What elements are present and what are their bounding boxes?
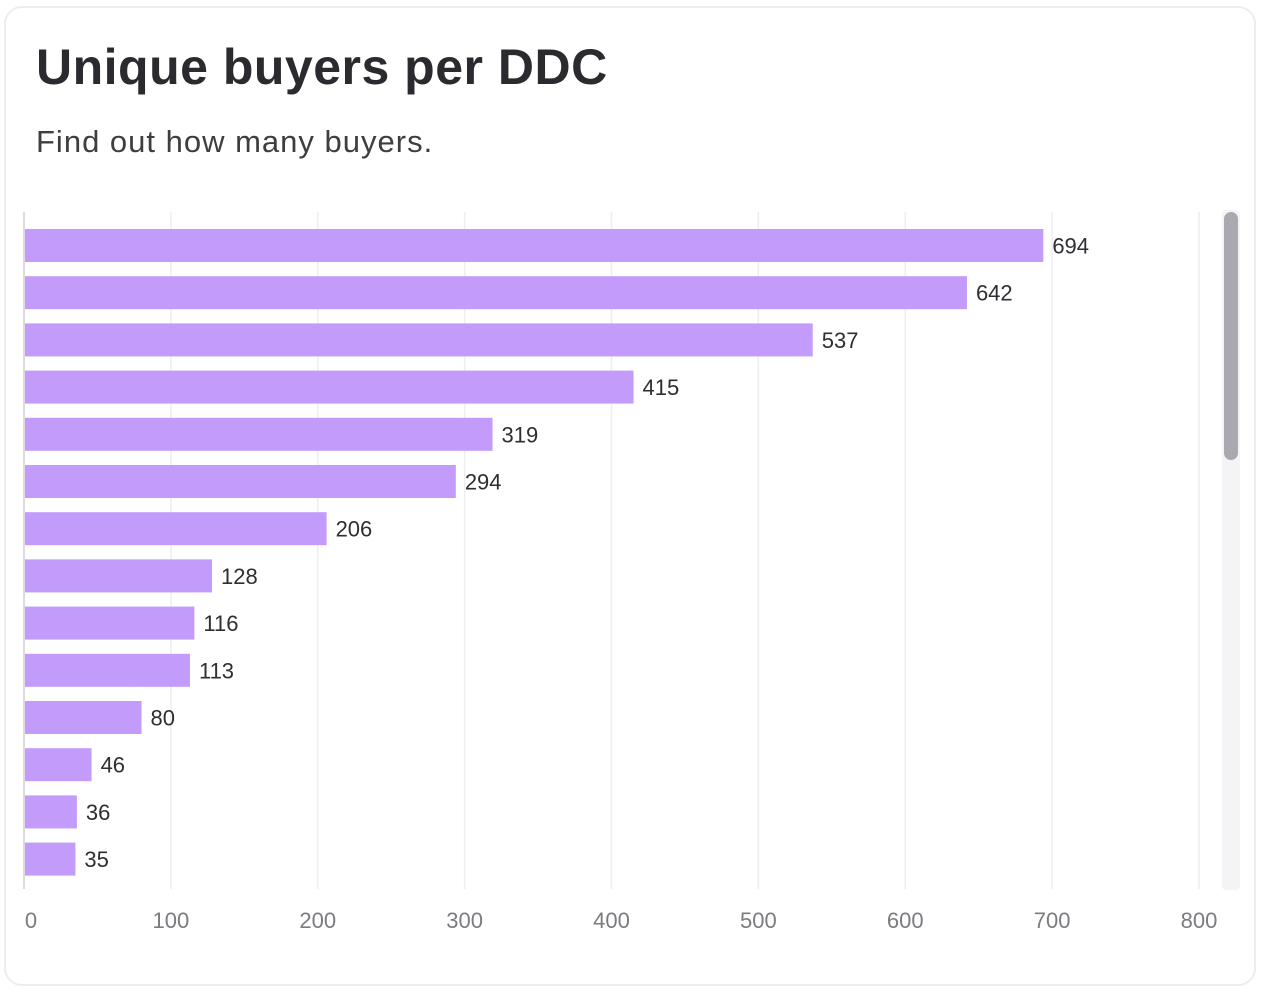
bar[interactable] — [25, 701, 142, 734]
bar-value-label: 113 — [199, 658, 234, 683]
bar-value-label: 206 — [336, 517, 373, 542]
bar-value-label: 35 — [84, 847, 108, 872]
bar-value-label: 36 — [86, 800, 110, 825]
bar[interactable] — [25, 748, 92, 782]
bar-value-label: 537 — [822, 328, 859, 353]
bar-value-label: 294 — [465, 470, 502, 495]
bar-value-label: 415 — [643, 375, 680, 400]
x-tick-label: 400 — [593, 908, 630, 933]
bar[interactable] — [25, 559, 212, 593]
x-tick-label: 100 — [153, 908, 190, 933]
bar[interactable] — [25, 795, 77, 829]
x-tick-label: 300 — [446, 908, 483, 933]
bar[interactable] — [25, 417, 493, 451]
bar[interactable] — [25, 606, 195, 640]
x-tick-label: 700 — [1034, 908, 1071, 933]
bar[interactable] — [25, 465, 456, 498]
bar-value-label: 128 — [221, 564, 258, 589]
chart-title: Unique buyers per DDC — [36, 39, 608, 95]
x-tick-label: 0 — [25, 908, 37, 933]
bar-value-label: 642 — [976, 281, 1013, 306]
x-tick-label: 200 — [299, 908, 336, 933]
scrollbar-thumb[interactable] — [1224, 212, 1238, 460]
bar[interactable] — [25, 512, 327, 546]
bar-value-label: 694 — [1052, 234, 1089, 259]
bar-value-label: 116 — [203, 611, 238, 636]
chart-subtitle: Find out how many buyers. — [36, 124, 434, 159]
bar-value-label: 46 — [101, 753, 125, 778]
bar[interactable] — [25, 370, 634, 404]
bar[interactable] — [25, 653, 190, 687]
bar-value-label: 319 — [502, 422, 539, 447]
x-axis: 0 100 200 300 400 500 600 700 800 — [25, 908, 1217, 933]
x-tick-label: 800 — [1181, 908, 1218, 933]
gridlines — [23, 212, 1200, 889]
bar[interactable] — [25, 323, 813, 357]
bar[interactable] — [25, 276, 967, 310]
bar-value-label: 80 — [151, 706, 175, 731]
bar[interactable] — [25, 842, 76, 876]
chart-scrollbar[interactable] — [1222, 210, 1240, 890]
x-tick-label: 600 — [887, 908, 924, 933]
bar[interactable] — [25, 229, 1044, 262]
x-tick-label: 500 — [740, 908, 777, 933]
